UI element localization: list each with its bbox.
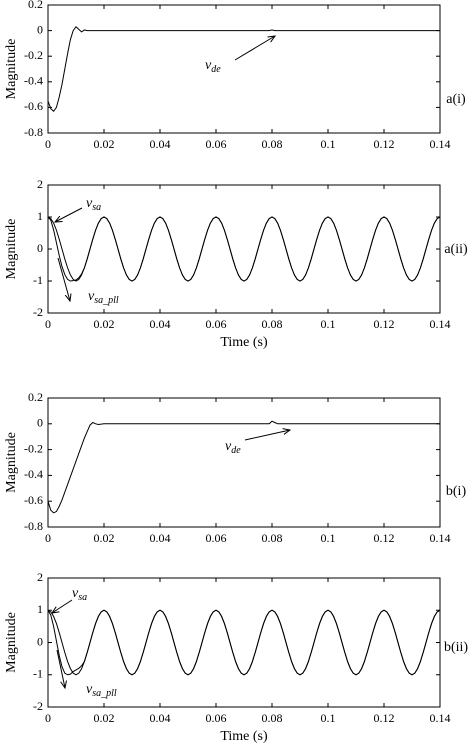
x-tick-label: 0.1 <box>321 531 336 545</box>
annotation: vsa_pll <box>86 682 117 699</box>
annotation: vsa <box>86 196 101 213</box>
x-tick-label: 0.08 <box>262 711 283 725</box>
y-tick-label: -0.6 <box>24 99 43 113</box>
series-line <box>47 420 440 514</box>
y-tick-label: -2 <box>33 699 43 713</box>
plot-frame <box>47 4 441 134</box>
annotation-subscript: de <box>231 445 241 456</box>
x-tick-label: 0.1 <box>321 137 336 151</box>
y-tick-label: 0 <box>37 22 43 36</box>
plot-frame <box>47 184 441 314</box>
y-axis-label: Magnitude <box>4 612 19 673</box>
y-tick-label: 0.2 <box>28 0 43 11</box>
y-tick-label: -0.4 <box>24 74 43 88</box>
y-tick-label: 1 <box>37 602 43 616</box>
annotation-arrow <box>52 599 73 613</box>
panel-label: a(i) <box>446 92 466 107</box>
x-tick-label: 0.04 <box>150 317 171 331</box>
annotation-symbol: v <box>88 289 95 304</box>
x-tick-label: 0.12 <box>374 531 395 545</box>
panel-label: a(ii) <box>444 242 468 257</box>
x-tick-label: 0.14 <box>430 317 451 331</box>
x-tick-label: 0.06 <box>206 711 227 725</box>
x-tick-label: 0.12 <box>374 317 395 331</box>
y-tick-label: -0.8 <box>24 519 43 533</box>
annotation: vde <box>225 439 241 456</box>
x-tick-label: 0.08 <box>262 137 283 151</box>
y-tick-label: -0.8 <box>24 125 43 139</box>
y-tick-label: -0.2 <box>24 441 43 455</box>
x-tick-label: 0 <box>45 531 51 545</box>
annotation-symbol: v <box>86 682 93 697</box>
x-tick-label: 0.08 <box>262 531 283 545</box>
x-tick-label: 0.1 <box>321 711 336 725</box>
x-tick-label: 0.04 <box>150 137 171 151</box>
x-tick-label: 0 <box>45 317 51 331</box>
x-tick-label: 0.14 <box>430 711 451 725</box>
y-axis-label: Magnitude <box>4 219 19 280</box>
y-tick-label: -2 <box>33 305 43 319</box>
series-line <box>47 216 441 282</box>
annotation-arrow <box>234 36 275 61</box>
x-tick-label: 0.02 <box>94 711 115 725</box>
series-line <box>47 609 441 676</box>
y-axis-label: Magnitude <box>4 432 19 493</box>
x-tick-label: 0.06 <box>206 531 227 545</box>
annotation-subscript: sa <box>78 592 87 603</box>
y-tick-label: 0 <box>37 416 43 430</box>
y-axis-label: Magnitude <box>4 39 19 100</box>
annotation-arrow <box>57 257 70 301</box>
x-tick-label: 0.12 <box>374 137 395 151</box>
x-tick-label: 0.04 <box>150 711 171 725</box>
y-tick-label: -1 <box>33 667 43 681</box>
annotation: vde <box>205 58 221 75</box>
annotation-symbol: v <box>225 439 232 454</box>
x-tick-label: 0.02 <box>94 317 115 331</box>
series-line <box>47 26 440 112</box>
x-tick-label: 0.02 <box>94 137 115 151</box>
y-tick-label: 2 <box>37 177 43 191</box>
panel-label: b(i) <box>446 484 467 499</box>
y-tick-label: -0.4 <box>24 467 43 481</box>
y-tick-label: 1 <box>37 209 43 223</box>
y-tick-label: 0 <box>37 241 43 255</box>
annotation: vsa_pll <box>88 289 119 306</box>
annotation-symbol: v <box>205 58 212 73</box>
y-tick-label: 0.2 <box>28 390 43 404</box>
y-tick-label: 2 <box>37 570 43 584</box>
x-tick-label: 0.12 <box>374 711 395 725</box>
x-axis-label: Time (s) <box>220 729 268 744</box>
annotation-arrow <box>244 430 290 441</box>
x-tick-label: 0.06 <box>206 137 227 151</box>
x-tick-label: 0.06 <box>206 317 227 331</box>
annotation-subscript: sa_pll <box>92 688 117 699</box>
annotation: vsa <box>72 586 87 603</box>
plot-frame <box>47 397 441 528</box>
y-tick-label: -0.2 <box>24 48 43 62</box>
annotation-symbol: v <box>72 586 79 601</box>
panel-label: b(ii) <box>444 640 468 655</box>
annotation-arrow <box>55 207 83 222</box>
x-tick-label: 0.1 <box>321 317 336 331</box>
y-tick-label: -1 <box>33 273 43 287</box>
y-tick-label: 0 <box>37 634 43 648</box>
series-line <box>47 216 441 282</box>
annotation-subscript: de <box>211 64 221 75</box>
annotation-arrow <box>56 649 65 688</box>
x-tick-label: 0.14 <box>430 137 451 151</box>
series-line <box>47 609 441 676</box>
annotation-subscript: sa <box>92 202 101 213</box>
x-axis-label: Time (s) <box>220 335 268 350</box>
x-tick-label: 0 <box>45 711 51 725</box>
x-tick-label: 0.14 <box>430 531 451 545</box>
x-tick-label: 0.04 <box>150 531 171 545</box>
x-tick-label: 0.02 <box>94 531 115 545</box>
x-tick-label: 0 <box>45 137 51 151</box>
x-tick-label: 0.08 <box>262 317 283 331</box>
y-tick-label: -0.6 <box>24 493 43 507</box>
annotation-subscript: sa_pll <box>94 295 119 306</box>
annotation-symbol: v <box>86 196 93 211</box>
